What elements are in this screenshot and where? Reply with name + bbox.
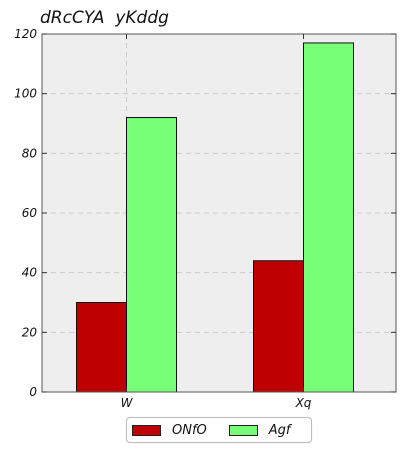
axis-ticks: 0 20 40 60 80 100 120 W Xq (14, 27, 396, 410)
legend: ONfO Agf (126, 417, 312, 443)
legend-label-series-0: ONfO (172, 422, 207, 438)
legend-swatch-series-1 (228, 424, 258, 436)
y-tick-label: 80 (22, 146, 38, 160)
y-tick-label: 100 (14, 87, 37, 101)
chart-title: dRcCYA yKddg (40, 8, 169, 28)
y-tick-label: 20 (22, 325, 38, 339)
bar-ONfO-Xq (253, 260, 304, 393)
bars (76, 42, 354, 393)
y-tick-label: 120 (14, 27, 37, 41)
bar-Agf-Xq (303, 42, 354, 393)
y-tick-label: 40 (22, 266, 38, 280)
legend-item-series-0: ONfO (132, 423, 207, 438)
x-tick-label: W (121, 396, 134, 410)
legend-item-series-1: Agf (228, 422, 291, 438)
bar-ONfO-W (76, 302, 127, 393)
legend-swatch-series-0 (132, 424, 161, 436)
y-tick-label: 0 (29, 385, 37, 399)
bar-Agf-W (126, 117, 177, 393)
y-tick-label: 60 (22, 206, 38, 220)
x-tick-label: Xq (295, 396, 312, 410)
legend-label-series-1: Agf (268, 422, 291, 438)
